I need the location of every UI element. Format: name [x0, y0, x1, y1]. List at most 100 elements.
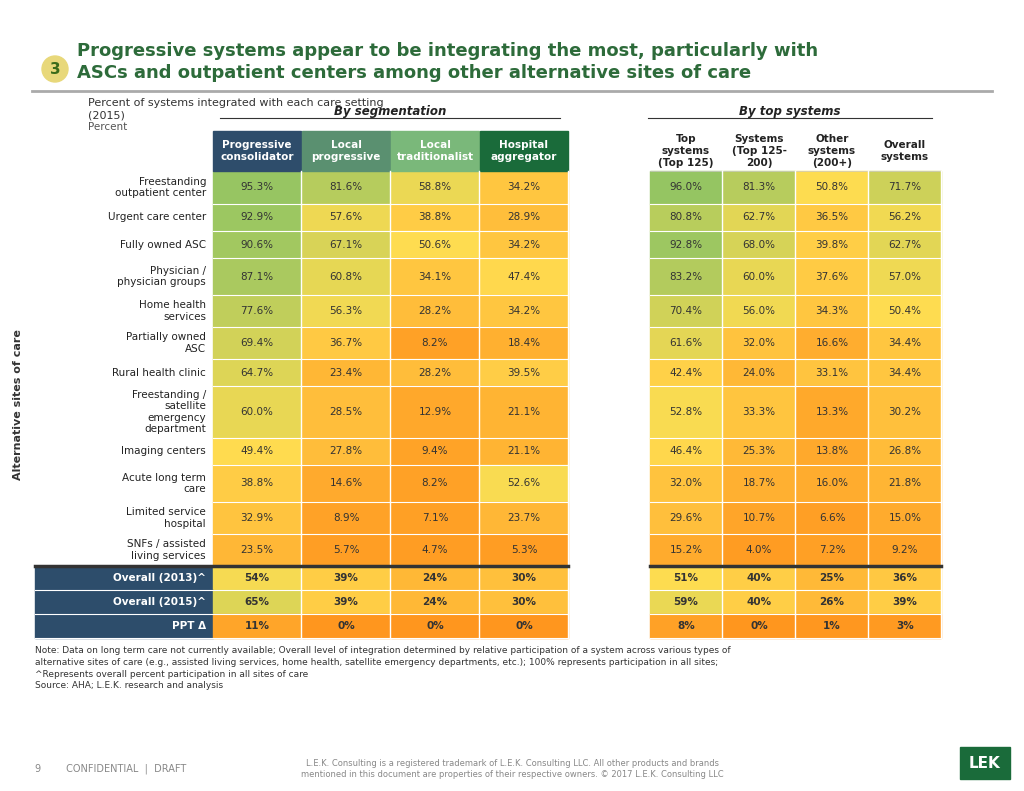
Text: 50.4%: 50.4% [889, 306, 922, 316]
Text: 25.3%: 25.3% [742, 446, 775, 456]
Bar [723, 438, 795, 465]
Text: 1%: 1% [823, 621, 841, 631]
Text: 38.8%: 38.8% [419, 213, 452, 222]
Text: Physician /
physician groups: Physician / physician groups [118, 266, 206, 287]
Text: 51%: 51% [674, 573, 698, 583]
Text: 87.1%: 87.1% [241, 271, 273, 282]
Text: Partially owned
ASC: Partially owned ASC [126, 332, 206, 354]
Text: 30%: 30% [512, 597, 537, 607]
Text: 13.8%: 13.8% [815, 446, 849, 456]
Bar [213, 258, 301, 295]
Bar [391, 614, 479, 638]
Bar [480, 131, 568, 171]
Text: 54%: 54% [245, 573, 269, 583]
Text: Freestanding /
satellite
emergency
department: Freestanding / satellite emergency depar… [132, 390, 206, 434]
Bar [650, 534, 722, 566]
Bar [391, 590, 479, 614]
Bar [213, 502, 301, 534]
Text: 28.2%: 28.2% [419, 306, 452, 316]
Text: 28.5%: 28.5% [330, 407, 362, 417]
Text: 0%: 0% [426, 621, 443, 631]
Text: 24%: 24% [423, 597, 447, 607]
Text: 5.7%: 5.7% [333, 545, 359, 555]
Bar [796, 204, 868, 231]
Text: SNFs / assisted
living services: SNFs / assisted living services [127, 539, 206, 561]
Text: 34.2%: 34.2% [508, 183, 541, 192]
Text: 8%: 8% [677, 621, 695, 631]
Bar [391, 438, 479, 465]
Text: ASCs and outpatient centers among other alternative sites of care: ASCs and outpatient centers among other … [77, 64, 752, 82]
Bar [650, 590, 722, 614]
Text: 68.0%: 68.0% [742, 240, 775, 249]
Bar [723, 590, 795, 614]
Bar [650, 386, 722, 438]
Bar [480, 614, 568, 638]
Text: 4.7%: 4.7% [422, 545, 449, 555]
Text: 60.8%: 60.8% [330, 271, 362, 282]
Bar [480, 359, 568, 386]
Text: 81.3%: 81.3% [742, 183, 775, 192]
Bar [302, 614, 390, 638]
Text: 32.0%: 32.0% [742, 338, 775, 348]
Bar [213, 131, 301, 171]
Text: Urgent care center: Urgent care center [108, 213, 206, 222]
Bar [302, 231, 390, 258]
Text: 33.1%: 33.1% [815, 368, 849, 377]
Text: 46.4%: 46.4% [670, 446, 702, 456]
Bar [35, 590, 213, 614]
Text: Percent: Percent [88, 122, 127, 132]
Bar [796, 231, 868, 258]
Bar [480, 171, 568, 204]
Bar [796, 327, 868, 359]
Text: 28.9%: 28.9% [508, 213, 541, 222]
Bar [723, 204, 795, 231]
Bar [869, 465, 941, 502]
Bar [796, 534, 868, 566]
Text: 81.6%: 81.6% [330, 183, 362, 192]
Text: Progressive
consolidator: Progressive consolidator [220, 140, 294, 162]
Bar [391, 327, 479, 359]
Text: 12.9%: 12.9% [419, 407, 452, 417]
Text: 34.4%: 34.4% [889, 338, 922, 348]
Text: 18.7%: 18.7% [742, 479, 775, 489]
Text: LEK: LEK [969, 755, 1000, 770]
Bar [723, 386, 795, 438]
Text: 64.7%: 64.7% [241, 368, 273, 377]
Text: 13.3%: 13.3% [815, 407, 849, 417]
Text: 36%: 36% [893, 573, 918, 583]
Bar [302, 386, 390, 438]
Text: 9.4%: 9.4% [422, 446, 449, 456]
Text: 47.4%: 47.4% [508, 271, 541, 282]
Text: 56.2%: 56.2% [889, 213, 922, 222]
Text: 15.0%: 15.0% [889, 513, 922, 523]
Text: 32.0%: 32.0% [670, 479, 702, 489]
Text: 50.8%: 50.8% [815, 183, 849, 192]
Bar [480, 465, 568, 502]
Bar [302, 327, 390, 359]
Bar [213, 204, 301, 231]
Bar [650, 204, 722, 231]
Text: 15.2%: 15.2% [670, 545, 702, 555]
Text: 39%: 39% [334, 597, 358, 607]
Bar [723, 327, 795, 359]
Bar [796, 614, 868, 638]
Bar [213, 438, 301, 465]
Text: 21.8%: 21.8% [889, 479, 922, 489]
Bar [480, 231, 568, 258]
Bar [796, 590, 868, 614]
Bar [302, 171, 390, 204]
Bar [723, 295, 795, 327]
Bar [723, 534, 795, 566]
Text: 39%: 39% [334, 573, 358, 583]
Bar [961, 747, 1010, 779]
Bar [796, 295, 868, 327]
Text: 0%: 0% [515, 621, 532, 631]
Bar [213, 566, 301, 590]
Bar [869, 590, 941, 614]
Bar [213, 534, 301, 566]
Text: Freestanding
outpatient center: Freestanding outpatient center [115, 176, 206, 199]
Text: 23.7%: 23.7% [508, 513, 541, 523]
Bar [302, 465, 390, 502]
Bar [213, 359, 301, 386]
Bar [302, 590, 390, 614]
